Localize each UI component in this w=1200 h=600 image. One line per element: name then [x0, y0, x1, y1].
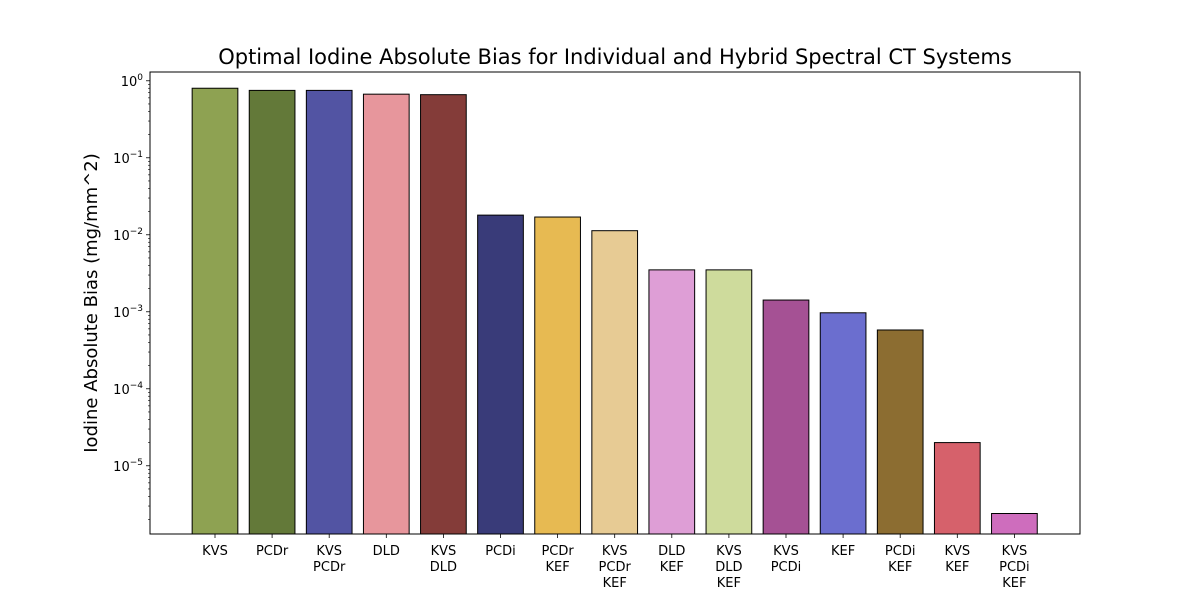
x-tick-label: KVS: [202, 544, 228, 559]
bar-kvs-pcdi-kef: [991, 513, 1038, 535]
x-tick-label: KVS PCDr: [313, 544, 346, 575]
x-tick-label: DLD KEF: [658, 544, 685, 575]
bar-pcdr-kef: [534, 216, 581, 535]
y-tick-label: 10−1: [113, 150, 143, 167]
bar-kvs-pcdr-kef: [591, 230, 639, 535]
y-tick-label: 10−3: [113, 304, 143, 321]
x-tick-label: KVS PCDi KEF: [999, 544, 1030, 591]
bar-kvs-pcdr: [305, 89, 353, 535]
y-tick-label: 100: [121, 73, 144, 90]
bar-pcdr: [248, 89, 296, 535]
bar-pcdi: [477, 214, 524, 535]
y-tick-label: 10−4: [113, 381, 143, 398]
x-tick-label: DLD: [373, 544, 400, 559]
bar-kvs: [191, 87, 239, 535]
bar-kvs-kef: [933, 442, 981, 535]
x-tick-label: KVS DLD: [430, 544, 457, 575]
x-tick-label: KVS PCDi: [771, 544, 802, 575]
x-tick-label: PCDr KEF: [541, 544, 574, 575]
bar-pcdi-kef: [876, 329, 924, 535]
x-tick-label: KVS KEF: [944, 544, 970, 575]
bar-kvs-pcdi: [762, 299, 810, 535]
bar-kvs-dld-kef: [705, 269, 753, 535]
chart-title: Optimal Iodine Absolute Bias for Individ…: [218, 45, 1012, 69]
bar-kef: [819, 312, 867, 535]
x-tick-label: PCDi: [485, 544, 516, 559]
x-tick-label: PCDi KEF: [885, 544, 916, 575]
y-tick-label: 10−5: [113, 458, 143, 475]
x-tick-label: KEF: [831, 544, 855, 559]
y-axis-ticks: 100 10−1 10−2 10−3 10−4 10−5: [113, 73, 150, 520]
x-tick-label: KVS PCDr KEF: [599, 544, 632, 591]
y-tick-label: 10−2: [113, 227, 143, 244]
bar-kvs-dld: [420, 94, 467, 535]
x-tick-label: KVS DLD KEF: [715, 544, 742, 591]
bar-dld-kef: [648, 269, 696, 535]
y-axis-label: Iodine Absolute Bias (mg/mm^2): [81, 153, 102, 453]
bar-dld: [362, 93, 410, 535]
bars-group: [191, 87, 1038, 535]
plot-area-frame: [149, 71, 1081, 535]
x-tick-label: PCDr: [256, 544, 289, 559]
